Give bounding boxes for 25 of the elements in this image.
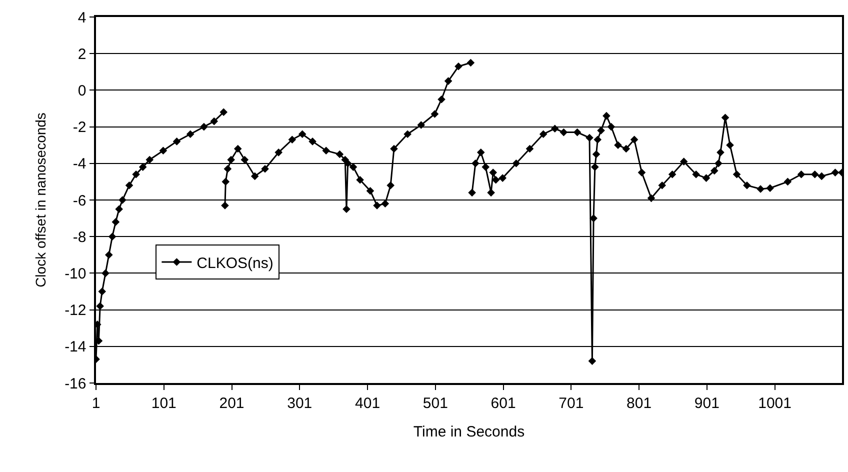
y-tick-label: -14 <box>64 338 86 356</box>
y-tick-label: -4 <box>72 156 86 173</box>
y-tick-label: -6 <box>72 192 86 210</box>
y-tick-label: -10 <box>64 265 86 282</box>
y-tick-label: 2 <box>78 46 86 63</box>
x-tick-label: 401 <box>355 394 380 412</box>
x-axis-title: Time in Seconds <box>413 423 525 440</box>
y-tick-label: -2 <box>72 119 86 136</box>
x-tick-label: 901 <box>694 394 720 412</box>
x-tick-label: 501 <box>422 394 448 412</box>
y-axis-title: Clock offset in nanoseconds <box>32 112 49 288</box>
x-tick-label: 101 <box>151 394 176 412</box>
y-tick-label: -8 <box>72 228 86 246</box>
x-tick-label: 301 <box>287 394 312 412</box>
legend-label: CLKOS(ns) <box>196 254 274 272</box>
y-tick-label: 0 <box>78 82 86 100</box>
x-tick-label: 801 <box>626 394 652 412</box>
x-tick-label: 601 <box>490 394 516 412</box>
x-tick-label: 201 <box>219 394 244 412</box>
x-tick-label: 1001 <box>758 394 792 412</box>
y-tick-label: -16 <box>64 375 86 392</box>
x-tick-label: 701 <box>558 394 584 412</box>
y-tick-label: -12 <box>64 302 86 320</box>
y-tick-label: 4 <box>78 9 86 26</box>
x-tick-label: 1 <box>92 394 100 412</box>
